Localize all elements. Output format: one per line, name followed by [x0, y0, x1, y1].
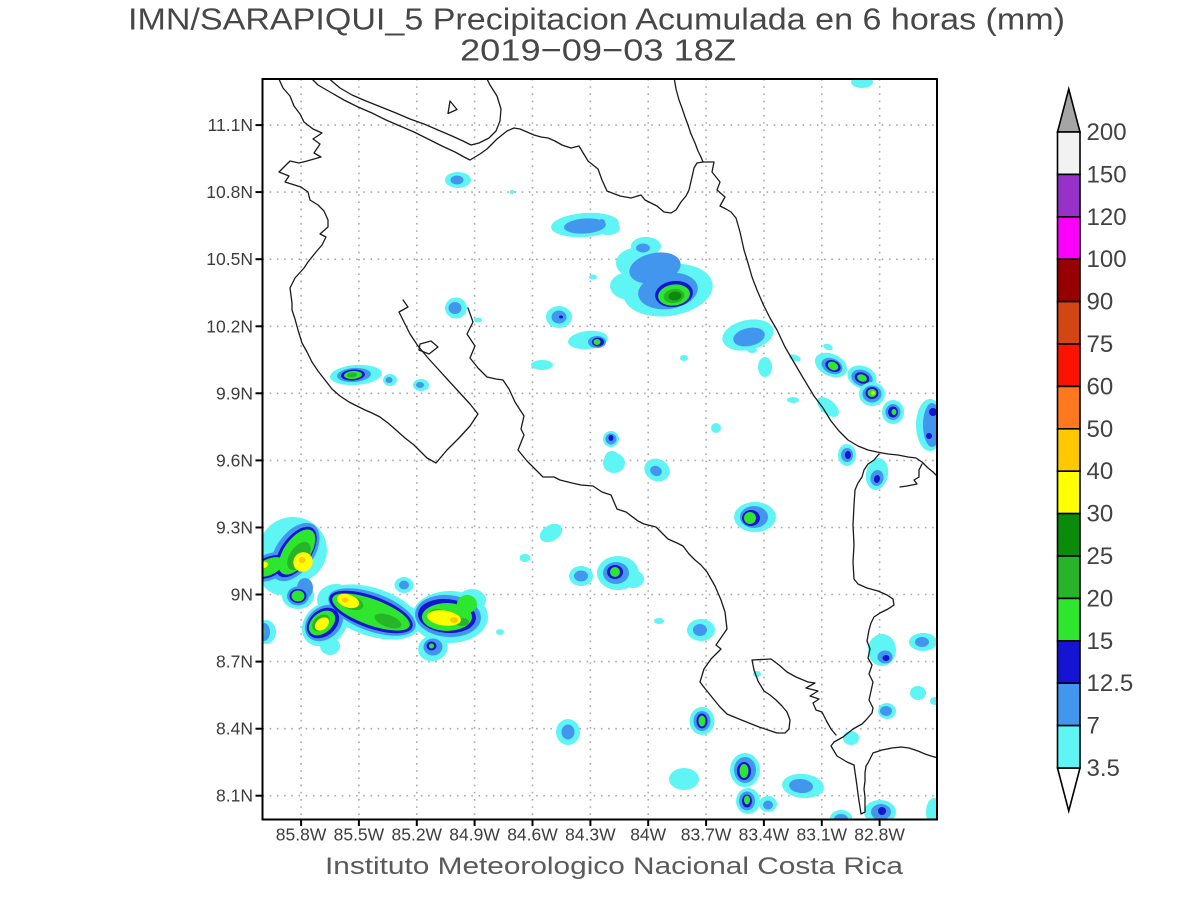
svg-text:IMN/SARAPIQUI_5 Precipitacion: IMN/SARAPIQUI_5 Precipitacion Acumulada … [128, 2, 1065, 37]
svg-text:20: 20 [1087, 585, 1114, 612]
svg-text:25: 25 [1087, 543, 1114, 570]
svg-text:100: 100 [1087, 246, 1127, 273]
svg-text:85.2W: 85.2W [392, 825, 443, 845]
svg-text:9.9N: 9.9N [216, 383, 253, 403]
svg-text:8.4N: 8.4N [216, 719, 253, 739]
svg-text:3.5: 3.5 [1087, 755, 1120, 782]
svg-text:60: 60 [1087, 373, 1114, 400]
svg-text:84.9W: 84.9W [449, 825, 500, 845]
svg-text:10.5N: 10.5N [206, 249, 253, 269]
svg-text:85.5W: 85.5W [334, 825, 385, 845]
svg-text:84.3W: 84.3W [565, 825, 616, 845]
svg-text:12.5: 12.5 [1087, 670, 1134, 697]
svg-text:85.8W: 85.8W [276, 825, 327, 845]
svg-text:8.1N: 8.1N [216, 786, 253, 806]
svg-text:75: 75 [1087, 331, 1114, 358]
svg-text:120: 120 [1087, 204, 1127, 231]
svg-text:11.1N: 11.1N [208, 115, 253, 135]
svg-text:9N: 9N [231, 585, 253, 605]
svg-text:Instituto Meteorologico Nacion: Instituto Meteorologico Nacional Costa R… [325, 853, 904, 880]
svg-text:9.3N: 9.3N [216, 518, 253, 538]
svg-text:2019−09−03 18Z: 2019−09−03 18Z [460, 33, 736, 68]
svg-text:82.8W: 82.8W [854, 825, 905, 845]
svg-text:200: 200 [1087, 119, 1127, 146]
svg-text:8.7N: 8.7N [216, 652, 253, 672]
svg-text:83.1W: 83.1W [797, 825, 848, 845]
svg-text:10.8N: 10.8N [206, 182, 253, 202]
svg-text:83.7W: 83.7W [681, 825, 732, 845]
svg-text:15: 15 [1087, 628, 1114, 655]
svg-text:40: 40 [1087, 458, 1114, 485]
svg-text:84W: 84W [630, 825, 666, 845]
svg-text:7: 7 [1087, 713, 1100, 740]
svg-text:10.2N: 10.2N [206, 316, 253, 336]
svg-text:9.6N: 9.6N [216, 450, 253, 470]
svg-text:83.4W: 83.4W [739, 825, 790, 845]
svg-text:84.6W: 84.6W [507, 825, 558, 845]
svg-text:90: 90 [1087, 289, 1114, 316]
svg-text:30: 30 [1087, 501, 1114, 528]
svg-text:150: 150 [1087, 161, 1127, 188]
svg-text:50: 50 [1087, 416, 1114, 443]
